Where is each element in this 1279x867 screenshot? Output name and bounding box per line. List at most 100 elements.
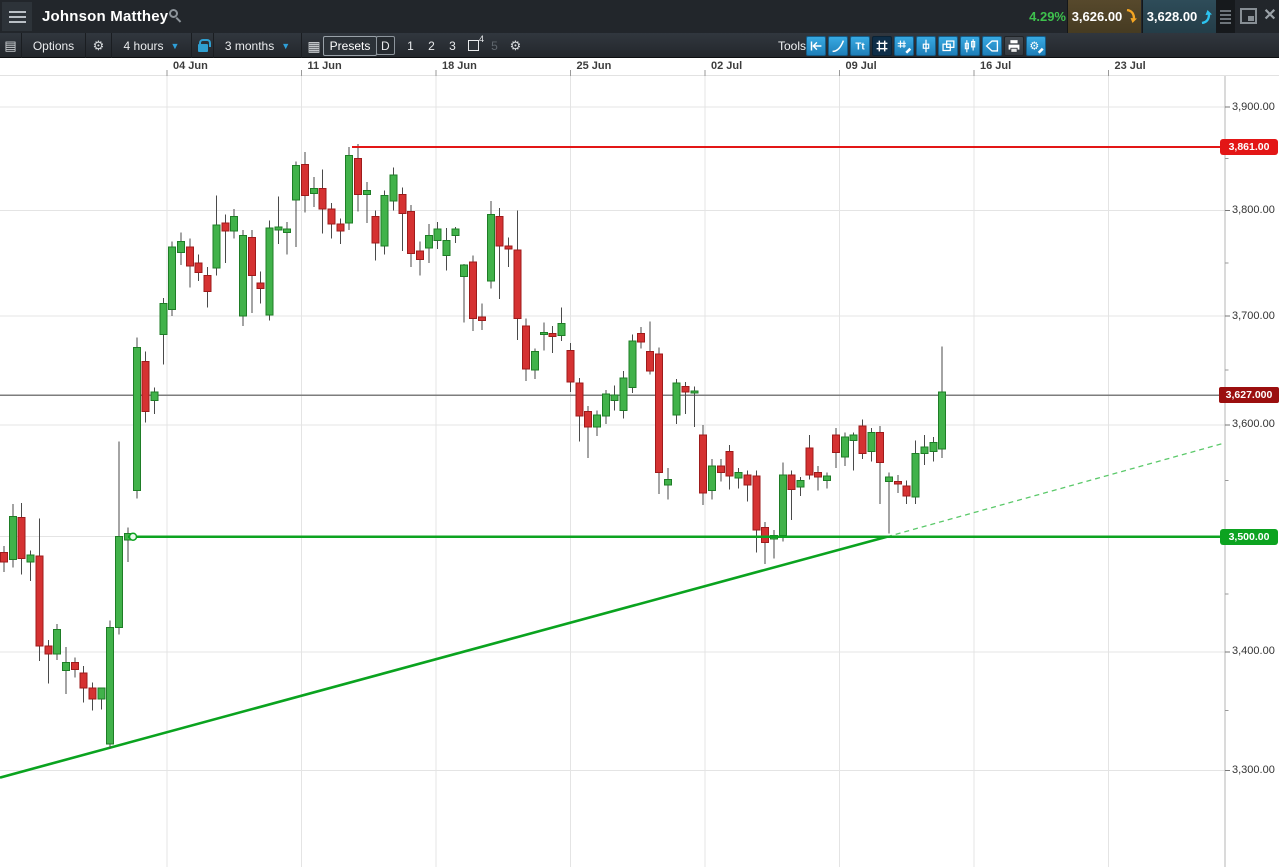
- candle-body: [495, 216, 504, 247]
- header: Johnson Matthey 4.29% 3,626.00 3,628.00 …: [0, 0, 1279, 33]
- candle-body: [53, 629, 62, 655]
- candle-body: [548, 332, 557, 338]
- options-button[interactable]: Options: [22, 33, 86, 58]
- candle-body: [699, 434, 708, 494]
- candle-body: [407, 210, 416, 254]
- candle-body: [752, 475, 761, 531]
- candle-body: [451, 228, 460, 236]
- sell-button[interactable]: 3,626.00: [1067, 0, 1141, 33]
- duplicate-chart-tool-icon[interactable]: [938, 36, 958, 56]
- journal-icon[interactable]: ▤: [0, 33, 22, 58]
- preset-button-2[interactable]: 2: [428, 38, 435, 53]
- candle-body: [70, 661, 79, 670]
- trendline[interactable]: [0, 535, 888, 779]
- candle-body: [619, 377, 628, 412]
- candle-body: [840, 436, 849, 458]
- candle-body: [911, 453, 920, 498]
- current-price-tag: 3,627.000: [1219, 387, 1279, 404]
- candle-body: [26, 554, 35, 563]
- candle-body: [867, 432, 876, 452]
- candle-body: [79, 672, 88, 689]
- candle-body: [831, 434, 840, 454]
- gridlines: [0, 70, 1225, 867]
- buy-up-arrow-icon: [1202, 10, 1213, 24]
- date-axis-label: 11 Jun: [307, 60, 342, 72]
- candle-body: [460, 264, 469, 278]
- candle-body: [814, 472, 823, 478]
- date-axis[interactable]: 04 Jun 11 Jun 18 Jun 25 Jun 02 Jul 09 Jul 16 J…: [0, 58, 1279, 76]
- popout-window-icon[interactable]: [1240, 8, 1257, 24]
- support-price-tag[interactable]: 3,500.00: [1220, 528, 1278, 545]
- candle-body: [0, 552, 8, 563]
- resistance-price-tag[interactable]: 3,861.00: [1220, 139, 1278, 156]
- candle-body: [354, 157, 362, 196]
- candle-body: [681, 385, 690, 393]
- candle-body: [292, 165, 301, 201]
- hatch-draw-tool-icon[interactable]: [894, 36, 914, 56]
- support-line-handle[interactable]: [128, 532, 138, 541]
- svg-text:⚙: ⚙: [1029, 41, 1039, 53]
- candlestick-tool-icon[interactable]: [960, 36, 980, 56]
- candle-body: [672, 382, 681, 416]
- candle-body: [380, 195, 389, 247]
- candle-body: [256, 282, 265, 289]
- preset-button-5[interactable]: 5: [491, 38, 498, 53]
- price-axis-label: 3,700.00: [1232, 309, 1275, 322]
- candle-body: [300, 164, 309, 197]
- gear-icon[interactable]: ⚙: [509, 38, 522, 53]
- preset-button-1[interactable]: 1: [407, 38, 414, 53]
- chevron-down-icon: ▼: [281, 40, 291, 51]
- presets-button[interactable]: Presets: [322, 33, 378, 58]
- preset-button-3[interactable]: 3: [449, 38, 456, 53]
- preset-button-D[interactable]: D: [376, 36, 395, 55]
- trendline-projection[interactable]: [886, 443, 1223, 538]
- date-axis-label: 23 Jul: [1114, 60, 1146, 72]
- undo-tool-icon[interactable]: [806, 36, 826, 56]
- candle-body: [849, 434, 858, 441]
- candle-body: [442, 240, 451, 256]
- candle-body: [575, 382, 584, 417]
- hamburger-menu-icon[interactable]: [2, 2, 32, 31]
- candle-body: [893, 481, 902, 485]
- gear-icon[interactable]: ⚙: [86, 33, 112, 58]
- candles: [0, 143, 947, 749]
- search-icon[interactable]: [169, 9, 183, 23]
- candle-body: [115, 536, 124, 628]
- drag-handle-icon[interactable]: [1216, 0, 1235, 33]
- candle-body: [44, 645, 53, 655]
- candle-body: [212, 224, 221, 269]
- lock-icon[interactable]: [192, 33, 214, 58]
- candle-body: [61, 661, 70, 672]
- candle-body: [106, 626, 115, 745]
- buy-button[interactable]: 3,628.00: [1142, 0, 1216, 33]
- pointer-tool-icon[interactable]: [982, 36, 1002, 56]
- calendar-icon[interactable]: ▦: [307, 37, 321, 54]
- candle-body: [318, 187, 327, 210]
- candle-body: [185, 246, 194, 267]
- candle-body: [150, 391, 159, 402]
- date-axis-label: 04 Jun: [173, 60, 208, 72]
- marker-tool-icon[interactable]: [916, 36, 936, 56]
- presets-label: Presets: [322, 35, 378, 56]
- candle-body: [708, 465, 716, 492]
- drawing-settings-tool-icon[interactable]: ⚙: [1026, 36, 1046, 56]
- candle-body: [88, 687, 97, 700]
- candle-body: [725, 450, 734, 477]
- date-axis-label: 02 Jul: [711, 60, 743, 72]
- candle-body: [336, 223, 345, 232]
- candle-body: [221, 222, 230, 232]
- grid-tool-icon[interactable]: [872, 36, 892, 56]
- candle-body: [433, 228, 442, 242]
- preset-button-4[interactable]: 4: [465, 34, 484, 55]
- curve-tool-icon[interactable]: [828, 36, 848, 56]
- text-tool-icon[interactable]: Tt: [850, 36, 870, 56]
- interval-dropdown[interactable]: 4 hours ▼: [112, 33, 192, 58]
- range-dropdown[interactable]: 3 months ▼: [214, 33, 302, 58]
- candle-body: [601, 393, 610, 417]
- print-tool-icon[interactable]: [1004, 36, 1024, 56]
- close-icon[interactable]: ✕: [1263, 7, 1277, 24]
- candle-body: [309, 187, 318, 195]
- candle-body: [858, 425, 867, 455]
